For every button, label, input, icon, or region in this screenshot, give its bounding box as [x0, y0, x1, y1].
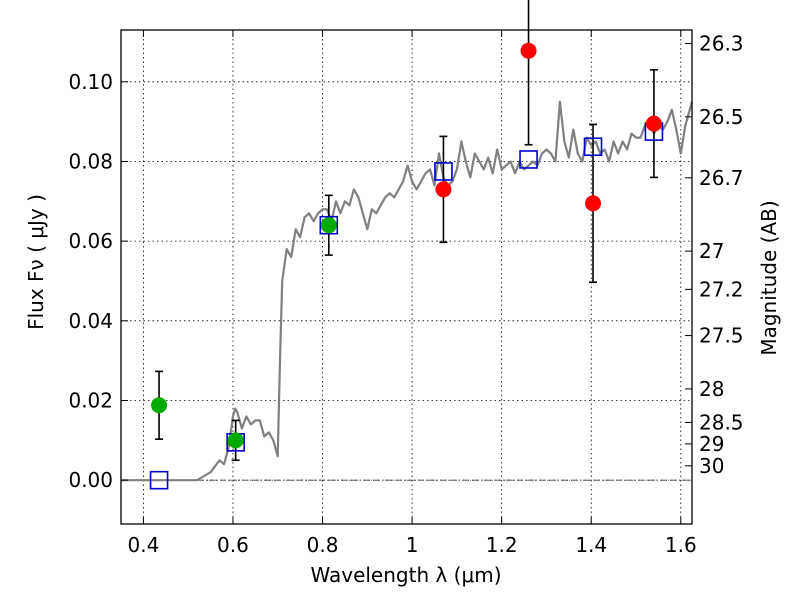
y-axis-label: Flux Fν ( μJy ) [24, 194, 48, 330]
x-tick-label: 0.6 [217, 533, 249, 557]
model-spectrum-line [121, 100, 694, 482]
magnitude-tick-label: 27 [699, 239, 724, 263]
x-axis-label: Wavelength λ (μm) [310, 563, 501, 587]
y-tick-label: 0.04 [68, 309, 113, 333]
observed-data-point [520, 42, 537, 59]
model-photometry-square [149, 470, 169, 490]
magnitude-tick-label: 30 [699, 454, 724, 478]
observed-points [151, 42, 662, 449]
x-tick-label: 0.4 [127, 533, 159, 557]
x-tick-label: 0.8 [307, 533, 339, 557]
spectrum-layer [121, 100, 694, 482]
model-photometry-square [583, 137, 603, 157]
magnitude-tick-label: 26.3 [699, 32, 744, 56]
ticks: 0.4 0.6 0.8 1 1.2 1.4 1.6 0.00 0.02 0.04 0.06 0.08 0… [68, 30, 744, 557]
y-tick-label: 0.06 [68, 229, 113, 253]
x-tick-label: 1.6 [665, 533, 697, 557]
y-tick-label: 0.08 [68, 149, 113, 173]
magnitude-tick-label: 26.7 [699, 166, 744, 190]
observed-data-point [585, 195, 602, 212]
y-tick-label: 0.02 [68, 389, 113, 413]
grid [121, 30, 692, 524]
model-photometry-points [149, 122, 664, 490]
observed-data-point [320, 217, 337, 234]
magnitude-tick-label: 28.5 [699, 410, 744, 434]
observed-data-point [435, 181, 452, 198]
model-photometry-square [319, 215, 339, 235]
magnitude-tick-label: 28 [699, 377, 724, 401]
observed-data-point [645, 115, 662, 132]
magnitude-tick-label: 29 [699, 432, 724, 456]
y-tick-label: 0.10 [68, 70, 113, 94]
x-tick-label: 1.4 [575, 533, 607, 557]
y-tick-label: 0.00 [68, 468, 113, 492]
plot-frame [120, 29, 693, 525]
y2-axis-label: Magnitude (AB) [757, 200, 781, 355]
magnitude-tick-label: 26.5 [699, 105, 744, 129]
error-bars [155, 0, 658, 462]
x-tick-label: 1 [406, 533, 419, 557]
observed-data-point [151, 397, 168, 414]
magnitude-tick-label: 27.2 [699, 277, 744, 301]
magnitude-tick-label: 27.5 [699, 324, 744, 348]
model-photometry-square [519, 150, 538, 169]
x-tick-label: 1.2 [486, 533, 518, 557]
observed-data-point [227, 432, 244, 449]
model-photometry-square [434, 162, 453, 181]
